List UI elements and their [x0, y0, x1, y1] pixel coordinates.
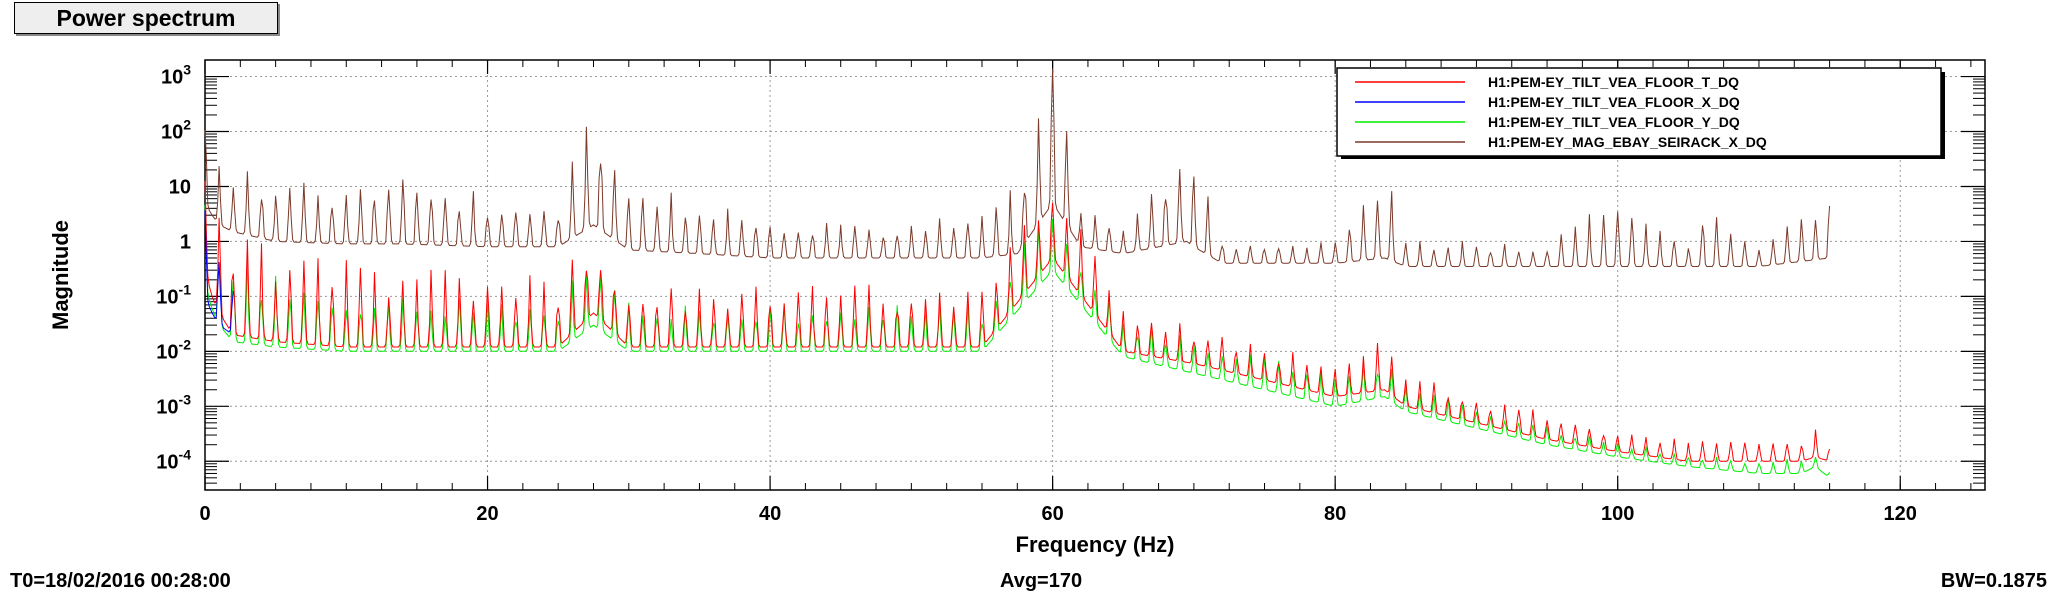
- legend-entry: H1:PEM-EY_TILT_VEA_FLOOR_Y_DQ: [1488, 114, 1740, 130]
- y-tick-label: 10-3: [156, 391, 191, 418]
- legend-shadow: [1341, 156, 1945, 159]
- y-axis-label: Magnitude: [48, 220, 73, 330]
- y-tick-label: 10: [169, 176, 191, 198]
- legend-entry: H1:PEM-EY_MAG_EBAY_SEIRACK_X_DQ: [1488, 134, 1767, 150]
- grid: [205, 60, 1985, 490]
- bandwidth-label: BW=0.1875: [1940, 570, 2047, 592]
- x-tick-label: 40: [759, 503, 781, 525]
- x-tick-label: 100: [1601, 503, 1634, 525]
- start-time-label: T0=18/02/2016 00:28:00: [10, 570, 231, 592]
- x-tick-label: 80: [1324, 503, 1346, 525]
- series-line: [204, 180, 1831, 462]
- y-tick-label: 102: [161, 117, 191, 144]
- axis-ticks: [204, 60, 1985, 491]
- series-line: [204, 210, 234, 333]
- y-tick-label: 103: [161, 62, 191, 89]
- x-tick-label: 20: [476, 503, 498, 525]
- tick-labels: 0 20 40 60 80 100 120 10-4 10-3 10-2 10-1 1 10 102 103: [156, 62, 1917, 525]
- legend-entry: H1:PEM-EY_TILT_VEA_FLOOR_X_DQ: [1488, 94, 1740, 110]
- y-tick-label: 10-1: [156, 281, 191, 308]
- legend-entry: H1:PEM-EY_TILT_VEA_FLOOR_T_DQ: [1488, 74, 1739, 90]
- series-line: [204, 68, 1831, 267]
- y-tick-label: 10-2: [156, 336, 191, 363]
- x-tick-label: 60: [1041, 503, 1063, 525]
- x-tick-label: 0: [199, 503, 210, 525]
- averages-label: Avg=170: [1000, 570, 1083, 592]
- y-tick-label: 10-4: [156, 446, 191, 473]
- x-axis-label: Frequency (Hz): [1016, 532, 1175, 557]
- legend-shadow-side: [1941, 72, 1945, 159]
- x-tick-label: 120: [1884, 503, 1917, 525]
- y-tick-label: 1: [180, 231, 191, 253]
- series-lines: [204, 68, 1831, 476]
- panel-title: Power spectrum: [14, 2, 278, 34]
- legend: H1:PEM-EY_TILT_VEA_FLOOR_T_DQ H1:PEM-EY_T…: [1336, 67, 1945, 159]
